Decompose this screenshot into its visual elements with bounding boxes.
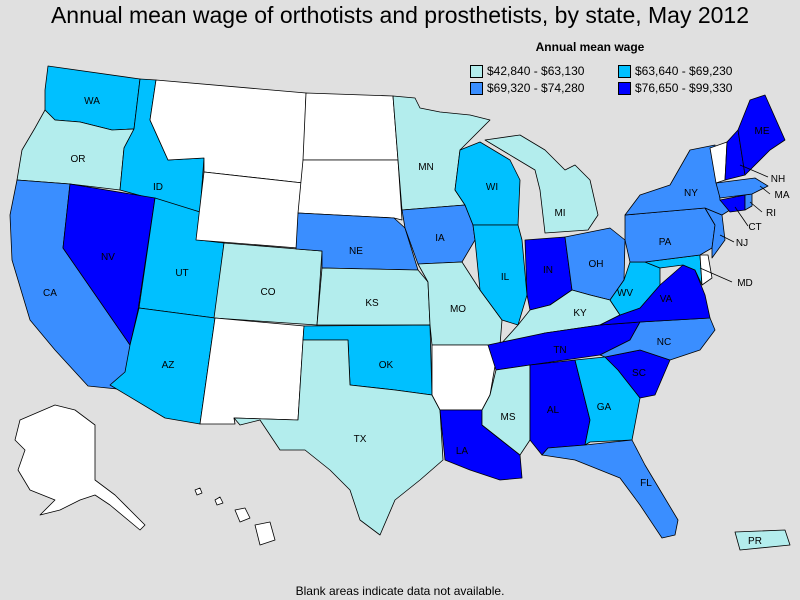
state-label-ia: IA xyxy=(435,233,445,244)
state-label-nc: NC xyxy=(657,337,671,348)
state-nd[interactable] xyxy=(302,92,399,161)
state-label-md: MD xyxy=(737,278,753,289)
map-title: Annual mean wage of orthotists and prost… xyxy=(50,2,750,28)
legend-swatch xyxy=(470,64,483,78)
leader-line-md xyxy=(699,267,733,283)
state-label-mn: MN xyxy=(418,162,434,173)
state-label-ri: RI xyxy=(766,208,776,219)
legend-item-tier-3: $69,320 - $74,280 xyxy=(470,81,618,95)
state-label-ga: GA xyxy=(597,402,612,413)
state-label-me: ME xyxy=(755,126,770,137)
state-label-pr: PR xyxy=(748,536,762,547)
state-label-wv: WV xyxy=(617,288,633,299)
state-label-ct: CT xyxy=(748,222,761,233)
state-labels-layer: WA OR CA ID NV UT AZ CO NE KS OK TX MN I… xyxy=(43,96,790,547)
state-label-la: LA xyxy=(456,446,469,457)
state-label-sc: SC xyxy=(632,368,646,379)
state-label-ky: KY xyxy=(573,308,587,319)
state-label-al: AL xyxy=(547,405,560,416)
state-ri[interactable] xyxy=(744,193,753,211)
state-label-or: OR xyxy=(71,154,86,165)
legend-title: Annual mean wage xyxy=(535,40,645,54)
legend-range-label: $42,840 - $63,130 xyxy=(487,64,585,78)
state-label-ks: KS xyxy=(365,298,379,309)
callout-leader-lines xyxy=(699,164,771,283)
state-mi[interactable] xyxy=(484,134,599,234)
state-nc[interactable] xyxy=(599,317,716,361)
legend-swatch xyxy=(470,81,483,95)
leader-line-nj xyxy=(719,234,735,243)
state-wy[interactable] xyxy=(195,171,304,249)
state-sd[interactable] xyxy=(297,159,403,221)
state-label-ut: UT xyxy=(175,268,188,279)
state-label-tn: TN xyxy=(553,345,566,356)
state-de[interactable] xyxy=(699,254,713,286)
state-label-nj: NJ xyxy=(736,238,748,249)
state-label-wi: WI xyxy=(486,182,498,193)
state-label-wa: WA xyxy=(84,96,100,107)
state-me[interactable] xyxy=(737,94,786,176)
state-label-in: IN xyxy=(543,265,553,276)
state-label-nv: NV xyxy=(101,252,115,263)
state-mn[interactable] xyxy=(392,95,491,211)
state-co[interactable] xyxy=(213,242,323,326)
state-ar[interactable] xyxy=(431,344,497,411)
state-label-fl: FL xyxy=(640,478,652,489)
state-ks[interactable] xyxy=(316,267,431,326)
legend-range-label: $63,640 - $69,230 xyxy=(635,64,733,78)
state-ma[interactable] xyxy=(715,177,769,199)
state-label-mi: MI xyxy=(554,208,565,219)
state-label-ma: MA xyxy=(775,190,790,201)
state-label-az: AZ xyxy=(162,360,175,371)
leader-line-ri xyxy=(749,201,763,213)
state-pr[interactable] xyxy=(734,529,791,551)
legend-range-label: $69,320 - $74,280 xyxy=(487,81,585,95)
state-label-id: ID xyxy=(153,182,163,193)
state-label-ny: NY xyxy=(684,188,698,199)
legend-item-tier-4: $76,650 - $99,330 xyxy=(618,81,766,95)
state-ak[interactable] xyxy=(14,404,146,531)
state-label-ne: NE xyxy=(349,246,363,257)
leader-line-ct xyxy=(734,206,749,227)
state-label-mo: MO xyxy=(450,304,466,315)
state-fl[interactable] xyxy=(541,439,679,539)
states-layer xyxy=(9,65,791,551)
legend-swatch xyxy=(618,81,631,95)
leader-line-ma xyxy=(759,185,771,195)
state-label-il: IL xyxy=(501,272,510,283)
state-pa[interactable] xyxy=(624,207,716,263)
legend-item-tier-2: $63,640 - $69,230 xyxy=(618,64,766,78)
state-label-co: CO xyxy=(261,287,276,298)
state-label-va: VA xyxy=(660,294,673,305)
state-label-ca: CA xyxy=(43,288,57,299)
leader-line-nh xyxy=(739,164,769,178)
state-label-nh: NH xyxy=(771,174,785,185)
legend-range-label: $76,650 - $99,330 xyxy=(635,81,733,95)
legend-swatch xyxy=(618,64,631,78)
state-nm[interactable] xyxy=(199,317,305,425)
legend-item-tier-1: $42,840 - $63,130 xyxy=(470,64,618,78)
state-label-ok: OK xyxy=(379,360,394,371)
state-label-pa: PA xyxy=(659,237,672,248)
state-label-oh: OH xyxy=(589,259,604,270)
state-label-ms: MS xyxy=(501,412,516,423)
state-label-tx: TX xyxy=(354,434,367,445)
state-tx[interactable] xyxy=(233,339,444,536)
footnote: Blank areas indicate data not available. xyxy=(295,584,505,598)
legend: Annual mean wage $42,840 - $63,130 $63,6… xyxy=(470,40,770,95)
state-hi[interactable] xyxy=(194,487,276,546)
